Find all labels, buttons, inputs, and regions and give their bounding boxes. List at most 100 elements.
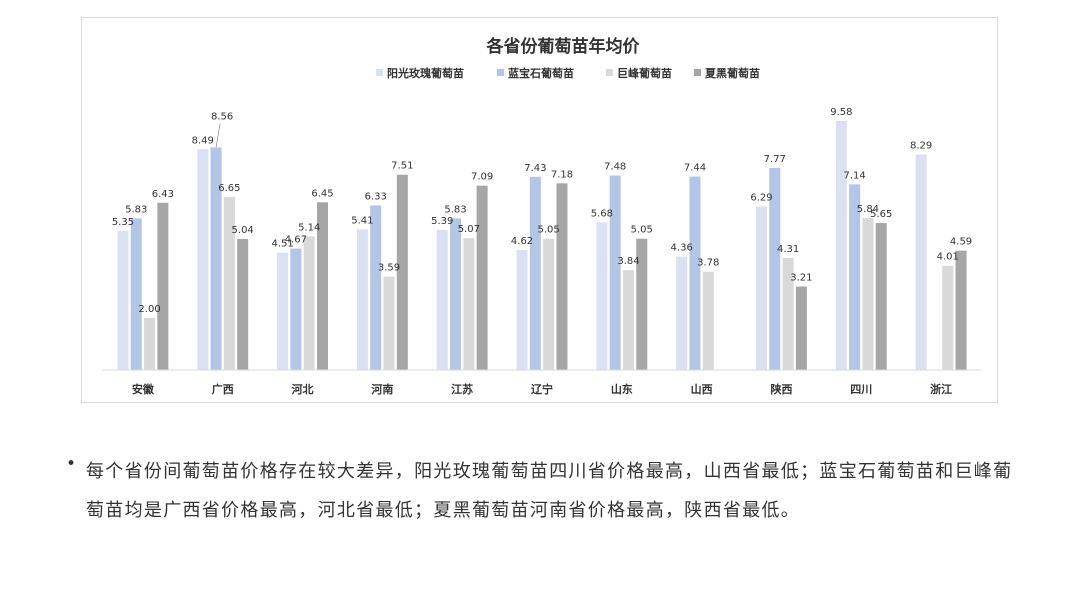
- category-label: 广西: [212, 382, 234, 396]
- data-label: 7.48: [604, 162, 626, 173]
- bar: [303, 236, 315, 370]
- bar: [436, 229, 448, 370]
- data-label: 7.77: [764, 154, 786, 165]
- bar: [875, 223, 887, 370]
- data-label: 8.56: [211, 111, 233, 122]
- bar: [223, 197, 235, 370]
- legend-label: 夏黑葡萄苗: [705, 66, 760, 80]
- data-label: 4.51: [271, 239, 293, 250]
- bar: [316, 202, 328, 370]
- data-label: 4.01: [937, 252, 959, 263]
- bar: [955, 250, 967, 370]
- bar: [529, 176, 541, 370]
- label-leader-line: [215, 123, 221, 148]
- bar: [862, 218, 874, 370]
- chart-title: 各省份葡萄苗年均价: [486, 36, 641, 57]
- category-label: 河北: [292, 382, 314, 396]
- data-label: 7.09: [471, 172, 493, 183]
- bar: [130, 218, 142, 370]
- bar: [689, 176, 701, 370]
- category-label: 山西: [691, 382, 713, 396]
- data-label: 4.59: [950, 237, 972, 248]
- bar: [835, 120, 847, 370]
- legend-label: 蓝宝石葡萄苗: [508, 66, 574, 80]
- legend-swatch: [497, 69, 504, 76]
- data-label: 6.45: [311, 188, 333, 199]
- bar: [609, 175, 621, 370]
- bar: [915, 154, 927, 370]
- bar: [476, 185, 488, 370]
- data-label: 5.83: [125, 204, 147, 215]
- data-label: 6.29: [750, 192, 772, 203]
- data-label: 3.78: [697, 258, 719, 269]
- category-label: 山东: [611, 382, 633, 396]
- legend-swatch: [376, 69, 383, 76]
- bar: [144, 318, 156, 370]
- data-label: 5.39: [431, 216, 453, 227]
- data-label: 5.04: [232, 225, 254, 236]
- bar: [516, 249, 528, 370]
- bar: [622, 270, 634, 370]
- data-label: 7.14: [843, 170, 865, 181]
- category-label: 浙江: [930, 382, 952, 396]
- category-labels-group: 安徽 广西 河北 河南 江苏 辽宁 山东 山西 陕西 四川 浙江: [132, 382, 952, 396]
- bullet-icon: •: [66, 454, 77, 474]
- bar: [702, 271, 714, 370]
- data-label: 5.65: [870, 209, 892, 220]
- data-label: 4.62: [511, 236, 533, 247]
- bar: [117, 230, 129, 370]
- data-label: 3.59: [378, 263, 400, 274]
- bar: [370, 205, 382, 370]
- bar: [450, 218, 462, 370]
- data-label: 5.68: [591, 208, 613, 219]
- bar: [543, 238, 555, 370]
- category-label: 陕西: [770, 382, 792, 396]
- bar-chart: 各省份葡萄苗年均价 阳光玫瑰葡萄苗 蓝宝石葡萄苗 巨峰葡萄苗 夏黑葡萄苗 5.35 5.…: [103, 36, 981, 396]
- bar: [396, 174, 408, 370]
- data-label: 6.43: [152, 189, 174, 200]
- data-label: 5.41: [351, 215, 373, 226]
- data-label: 3.84: [617, 256, 639, 267]
- data-label: 5.83: [444, 204, 466, 215]
- bar: [237, 238, 249, 370]
- bar: [210, 147, 222, 370]
- chart-legend: 阳光玫瑰葡萄苗 蓝宝石葡萄苗 巨峰葡萄苗 夏黑葡萄苗: [376, 66, 760, 80]
- bar: [290, 248, 302, 370]
- bar: [596, 222, 608, 370]
- bar: [849, 184, 861, 370]
- data-label: 4.31: [777, 244, 799, 255]
- data-label: 7.51: [391, 161, 413, 172]
- data-label: 7.44: [684, 163, 706, 174]
- legend-label: 巨峰葡萄苗: [617, 66, 672, 80]
- bar: [782, 257, 794, 370]
- data-label: 8.29: [910, 140, 932, 151]
- data-label: 5.84: [857, 204, 879, 215]
- data-label: 4.36: [671, 243, 693, 254]
- legend-label: 阳光玫瑰葡萄苗: [387, 66, 464, 80]
- data-label: 6.65: [218, 183, 240, 194]
- bar: [356, 229, 368, 370]
- bar: [795, 286, 807, 370]
- bar: [463, 238, 475, 370]
- data-label: 7.43: [524, 163, 546, 174]
- data-label: 4.67: [285, 235, 307, 246]
- category-label: 安徽: [132, 382, 155, 396]
- legend-swatch: [694, 69, 701, 76]
- data-label: 5.35: [112, 217, 134, 228]
- chart-container: 各省份葡萄苗年均价 阳光玫瑰葡萄苗 蓝宝石葡萄苗 巨峰葡萄苗 夏黑葡萄苗 5.35 5.…: [81, 17, 998, 403]
- category-label: 江苏: [451, 382, 473, 396]
- bar: [556, 183, 568, 370]
- summary-text: 每个省份间葡萄苗价格存在较大差异，阳光玫瑰葡萄苗四川省价格最高，山西省最低；蓝宝…: [86, 461, 1013, 521]
- data-label: 2.00: [138, 304, 160, 315]
- data-label: 5.05: [538, 225, 560, 236]
- category-label: 辽宁: [531, 382, 553, 396]
- bar: [756, 206, 768, 370]
- bar: [277, 252, 289, 370]
- data-label: 3.21: [790, 273, 812, 284]
- bar: [157, 202, 169, 370]
- category-label: 四川: [850, 383, 872, 396]
- category-label: 河南: [371, 382, 393, 396]
- bar: [942, 265, 954, 370]
- bar: [383, 276, 395, 370]
- bar: [676, 256, 688, 370]
